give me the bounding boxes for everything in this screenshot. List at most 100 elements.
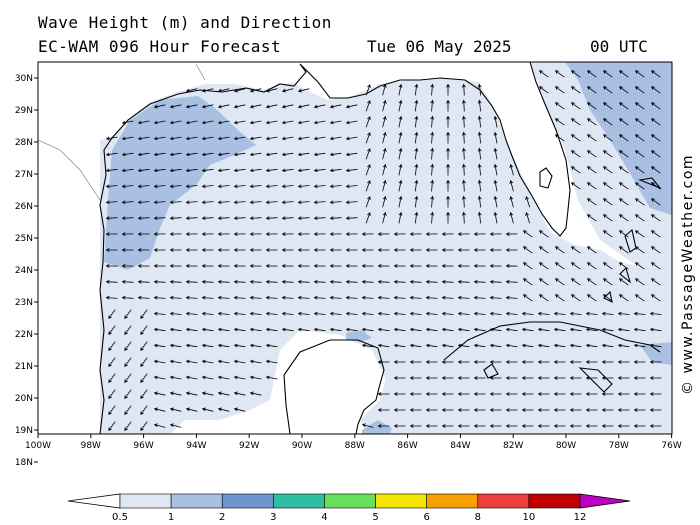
lat-tick-label: 27N [15, 170, 33, 180]
wave-arrow [265, 216, 278, 221]
wave-arrow [249, 295, 262, 300]
wave-arrow [649, 343, 662, 348]
wave-arrow [297, 168, 310, 173]
wave-arrow [650, 262, 661, 270]
wave-arrow [153, 391, 166, 396]
wave-arrow [538, 278, 549, 286]
wave-arrow [377, 392, 390, 396]
wave-arrow [602, 150, 613, 158]
wave-arrow [457, 311, 470, 316]
wave-arrow [108, 421, 116, 432]
wave-arrow [108, 341, 116, 352]
wave-arrow [169, 423, 182, 428]
wave-arrow [393, 424, 406, 428]
wave-arrow [201, 200, 214, 205]
wave-arrow [249, 375, 262, 380]
wave-arrow [538, 262, 549, 270]
wave-arrow [169, 152, 182, 157]
wave-arrow [650, 70, 661, 78]
wave-arrow [493, 131, 498, 144]
wave-arrow [446, 99, 450, 112]
wave-arrow [121, 200, 134, 205]
wave-arrow [108, 309, 116, 320]
wave-arrow [329, 248, 342, 252]
wave-arrow [505, 424, 518, 428]
wave-arrow [201, 327, 214, 332]
wave-arrow [602, 102, 613, 110]
wave-arrow [634, 182, 645, 190]
wave-arrow [137, 200, 150, 205]
wave-arrow [329, 327, 342, 332]
wave-arrow [457, 327, 470, 332]
wave-arrow [249, 152, 262, 157]
wave-arrow [345, 184, 358, 189]
wave-arrow [105, 295, 118, 300]
wave-arrow [393, 408, 406, 412]
colorbar-segment [375, 493, 427, 509]
wave-arrow [105, 200, 118, 205]
wave-arrow [461, 147, 466, 160]
wave-arrow [538, 70, 549, 78]
wave-arrow [569, 408, 582, 412]
wave-arrow [233, 343, 246, 348]
wave-arrow [137, 248, 150, 252]
wave-arrow [477, 179, 482, 192]
wave-arrow [365, 148, 371, 160]
wave-arrow [345, 216, 358, 221]
wave-arrow [570, 134, 581, 142]
wave-arrow [617, 376, 630, 380]
wave-arrow [281, 327, 294, 332]
wave-arrow [554, 118, 565, 126]
wave-arrow [553, 424, 566, 428]
wave-zone-caribbean [640, 342, 672, 365]
wave-arrow [489, 343, 502, 348]
wave-arrow [570, 182, 581, 190]
wave-arrow [425, 408, 438, 412]
wave-arrow [313, 168, 326, 173]
wave-arrow [393, 232, 406, 236]
wave-arrow [281, 200, 294, 205]
wave-arrow [473, 408, 486, 412]
wave-arrow [553, 311, 566, 316]
forecast-subtitle: EC-WAM 096 Hour Forecast [38, 37, 282, 56]
wave-arrow [140, 389, 148, 400]
colorbar-segment [528, 493, 581, 509]
wave-arrow [489, 264, 502, 268]
wave-arrow [217, 120, 230, 125]
wave-arrow [522, 246, 533, 254]
wave-arrow [153, 152, 166, 157]
wave-arrow [414, 147, 419, 160]
wave-arrow [249, 343, 262, 348]
colorbar-segment [426, 493, 479, 509]
wave-arrow [233, 120, 246, 125]
wave-arrow [140, 341, 148, 352]
wave-height-colorbar: 0.5 1 2 3 4 5 6 8 10 12 [67, 493, 631, 523]
wave-arrow [345, 232, 358, 236]
lat-tick-label: 19N [15, 426, 33, 436]
wave-arrow [473, 295, 486, 300]
wave-arrow [570, 102, 581, 110]
wave-arrow [634, 230, 645, 238]
wave-arrow [297, 295, 310, 300]
wave-arrow [297, 216, 310, 221]
wave-arrow [425, 279, 438, 284]
wave-arrow [265, 295, 278, 300]
wave-arrow [457, 279, 470, 284]
wave-arrow [297, 88, 310, 93]
wave-arrow [217, 391, 230, 396]
wave-arrow [618, 102, 629, 110]
wave-arrow [441, 376, 454, 380]
wave-arrow [489, 360, 502, 364]
wave-arrow [233, 295, 246, 300]
wave-arrow [602, 278, 613, 286]
wave-arrow [233, 279, 246, 284]
wave-arrow [505, 279, 518, 284]
wave-arrow [473, 376, 486, 380]
wave-arrow [281, 168, 294, 173]
wave-arrow [201, 311, 214, 316]
colorbar-label: 10 [523, 512, 536, 523]
wave-arrow [140, 357, 148, 368]
wave-arrow [633, 408, 646, 412]
lat-tick-label: 22N [15, 330, 33, 340]
wave-arrow [489, 424, 502, 428]
